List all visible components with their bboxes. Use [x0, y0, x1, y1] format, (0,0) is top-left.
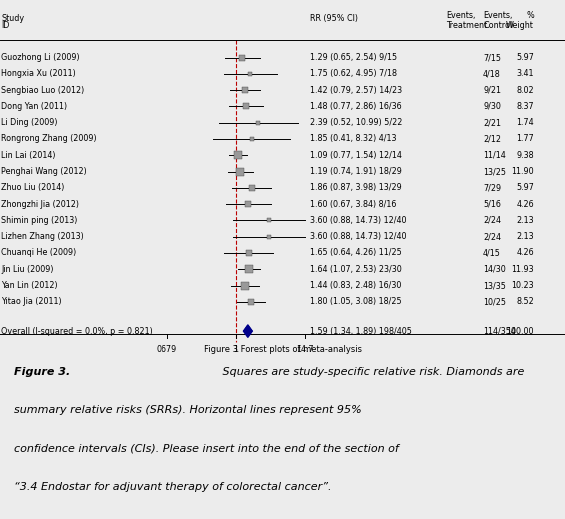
Text: 2.13: 2.13: [516, 232, 534, 241]
Text: 2/12: 2/12: [483, 134, 501, 143]
Text: 3.41: 3.41: [516, 70, 534, 78]
Text: 3.60 (0.88, 14.73) 12/40: 3.60 (0.88, 14.73) 12/40: [310, 216, 406, 225]
Text: 1.29 (0.65, 2.54) 9/15: 1.29 (0.65, 2.54) 9/15: [310, 53, 397, 62]
Text: 2.39 (0.52, 10.99) 5/22: 2.39 (0.52, 10.99) 5/22: [310, 118, 402, 127]
Text: Chuanqi He (2009): Chuanqi He (2009): [1, 249, 76, 257]
Text: Yan Lin (2012): Yan Lin (2012): [1, 281, 58, 290]
Text: 8.02: 8.02: [516, 86, 534, 94]
Text: 1.75 (0.62, 4.95) 7/18: 1.75 (0.62, 4.95) 7/18: [310, 70, 397, 78]
Text: RR (95% CI): RR (95% CI): [310, 14, 358, 23]
Text: 4/18: 4/18: [483, 70, 501, 78]
Text: Sengbiao Luo (2012): Sengbiao Luo (2012): [1, 86, 84, 94]
Text: 1.64 (1.07, 2.53) 23/30: 1.64 (1.07, 2.53) 23/30: [310, 265, 401, 274]
Text: 1: 1: [233, 345, 238, 354]
Text: 5.97: 5.97: [516, 53, 534, 62]
Text: 2/24: 2/24: [483, 232, 501, 241]
Text: 1.86 (0.87, 3.98) 13/29: 1.86 (0.87, 3.98) 13/29: [310, 183, 401, 193]
Text: 1.19 (0.74, 1.91) 18/29: 1.19 (0.74, 1.91) 18/29: [310, 167, 402, 176]
Text: 100.00: 100.00: [506, 326, 534, 336]
Text: 4.26: 4.26: [516, 249, 534, 257]
Text: 1.42 (0.79, 2.57) 14/23: 1.42 (0.79, 2.57) 14/23: [310, 86, 402, 94]
Text: 7/15: 7/15: [483, 53, 501, 62]
Text: %: %: [526, 11, 534, 20]
Text: Squares are study-specific relative risk. Diamonds are: Squares are study-specific relative risk…: [219, 367, 524, 377]
Text: 1.60 (0.67, 3.84) 8/16: 1.60 (0.67, 3.84) 8/16: [310, 200, 396, 209]
Text: 5.97: 5.97: [516, 183, 534, 193]
Text: ID: ID: [1, 21, 10, 30]
Text: 8.52: 8.52: [516, 297, 534, 306]
Text: Treatment: Treatment: [446, 21, 488, 30]
Text: Study: Study: [1, 14, 24, 23]
Text: Events,: Events,: [446, 11, 476, 20]
Text: Figure 3 Forest plots of meta-analysis: Figure 3 Forest plots of meta-analysis: [203, 345, 362, 354]
Text: 1.48 (0.77, 2.86) 16/36: 1.48 (0.77, 2.86) 16/36: [310, 102, 401, 111]
Text: Hongxia Xu (2011): Hongxia Xu (2011): [1, 70, 76, 78]
Text: 14.7: 14.7: [296, 345, 314, 354]
Text: 1.09 (0.77, 1.54) 12/14: 1.09 (0.77, 1.54) 12/14: [310, 151, 402, 160]
Text: 0679: 0679: [157, 345, 177, 354]
Text: 4/15: 4/15: [483, 249, 501, 257]
Text: 13/25: 13/25: [483, 167, 506, 176]
Text: 11/14: 11/14: [483, 151, 506, 160]
Text: 7/29: 7/29: [483, 183, 501, 193]
Text: 10/25: 10/25: [483, 297, 506, 306]
Text: Lizhen Zhang (2013): Lizhen Zhang (2013): [1, 232, 84, 241]
Text: 1.77: 1.77: [516, 134, 534, 143]
Text: 4.26: 4.26: [516, 200, 534, 209]
Text: 10.23: 10.23: [511, 281, 534, 290]
Text: 1.85 (0.41, 8.32) 4/13: 1.85 (0.41, 8.32) 4/13: [310, 134, 396, 143]
Text: summary relative risks (SRRs). Horizontal lines represent 95%: summary relative risks (SRRs). Horizonta…: [14, 405, 362, 415]
Text: 5/16: 5/16: [483, 200, 501, 209]
Text: Weight: Weight: [506, 21, 534, 30]
Text: Figure 3.: Figure 3.: [14, 367, 71, 377]
Text: 9/30: 9/30: [483, 102, 501, 111]
Text: Li Ding (2009): Li Ding (2009): [1, 118, 58, 127]
Text: 2/24: 2/24: [483, 216, 501, 225]
Text: Control: Control: [483, 21, 512, 30]
Text: 9/21: 9/21: [483, 86, 501, 94]
Text: Penghai Wang (2012): Penghai Wang (2012): [1, 167, 87, 176]
Text: Zhongzhi Jia (2012): Zhongzhi Jia (2012): [1, 200, 79, 209]
Polygon shape: [244, 325, 253, 337]
Text: 3.60 (0.88, 14.73) 12/40: 3.60 (0.88, 14.73) 12/40: [310, 232, 406, 241]
Text: Overall (I-squared = 0.0%, p = 0.821): Overall (I-squared = 0.0%, p = 0.821): [1, 326, 153, 336]
Text: Guozhong Li (2009): Guozhong Li (2009): [1, 53, 80, 62]
Text: 11.90: 11.90: [511, 167, 534, 176]
Text: confidence intervals (CIs). Please insert into the end of the section of: confidence intervals (CIs). Please inser…: [14, 444, 399, 454]
Text: Dong Yan (2011): Dong Yan (2011): [1, 102, 67, 111]
Text: 9.38: 9.38: [516, 151, 534, 160]
Text: Rongrong Zhang (2009): Rongrong Zhang (2009): [1, 134, 97, 143]
Text: Yitao Jia (2011): Yitao Jia (2011): [1, 297, 62, 306]
Text: Events,: Events,: [483, 11, 512, 20]
Text: 13/35: 13/35: [483, 281, 506, 290]
Text: 1.59 (1.34, 1.89) 198/405: 1.59 (1.34, 1.89) 198/405: [310, 326, 411, 336]
Text: 2/21: 2/21: [483, 118, 501, 127]
Text: Zhuo Liu (2014): Zhuo Liu (2014): [1, 183, 64, 193]
Text: 114/354: 114/354: [483, 326, 516, 336]
Text: Lin Lai (2014): Lin Lai (2014): [1, 151, 55, 160]
Text: “3.4 Endostar for adjuvant therapy of colorectal cancer”.: “3.4 Endostar for adjuvant therapy of co…: [14, 482, 332, 492]
Text: Jin Liu (2009): Jin Liu (2009): [1, 265, 54, 274]
Text: 1.80 (1.05, 3.08) 18/25: 1.80 (1.05, 3.08) 18/25: [310, 297, 401, 306]
Text: 1.65 (0.64, 4.26) 11/25: 1.65 (0.64, 4.26) 11/25: [310, 249, 401, 257]
Text: 11.93: 11.93: [511, 265, 534, 274]
Text: Shimin ping (2013): Shimin ping (2013): [1, 216, 77, 225]
Text: 1.74: 1.74: [516, 118, 534, 127]
Text: 8.37: 8.37: [516, 102, 534, 111]
Text: 2.13: 2.13: [516, 216, 534, 225]
Text: 14/30: 14/30: [483, 265, 506, 274]
Text: 1.44 (0.83, 2.48) 16/30: 1.44 (0.83, 2.48) 16/30: [310, 281, 401, 290]
